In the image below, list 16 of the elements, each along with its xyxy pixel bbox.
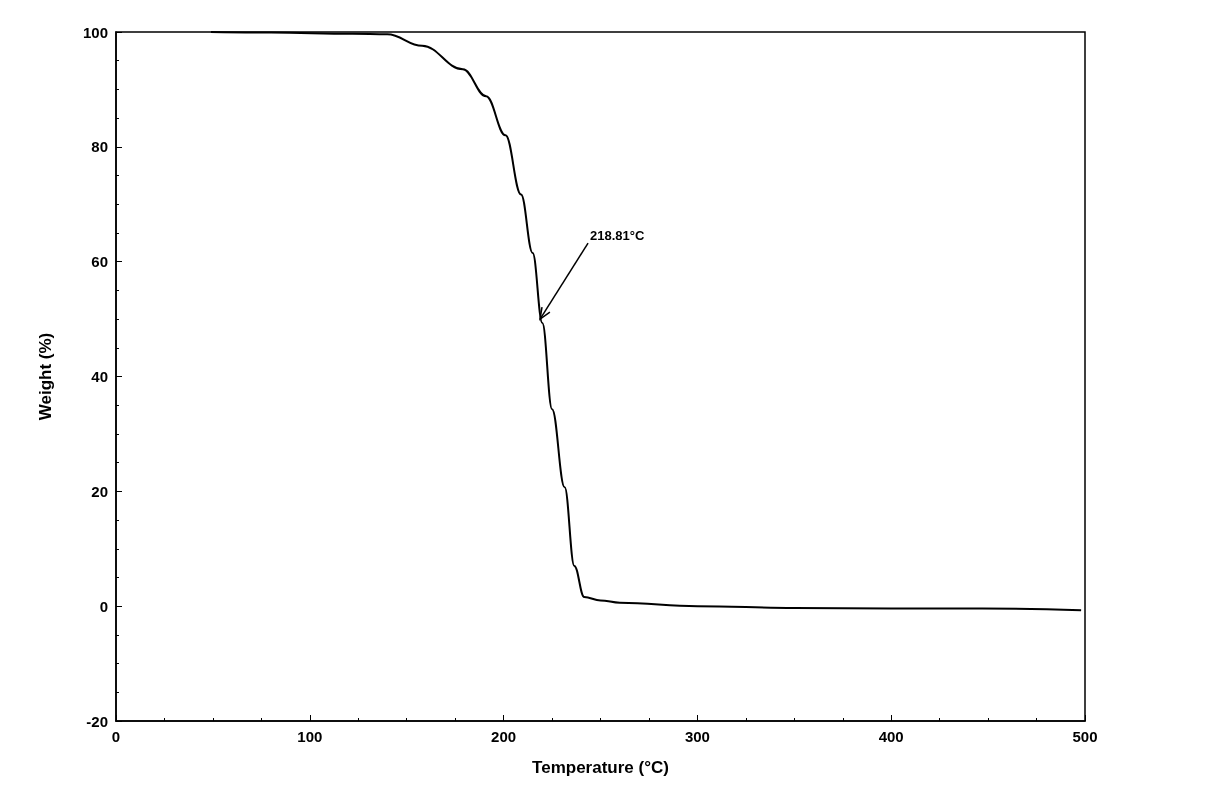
y-tick-label: 0 (99, 597, 108, 615)
x-tick-label: 300 (684, 728, 710, 745)
x-axis-title: Temperature (°C) (532, 758, 669, 777)
y-tick-label: 20 (91, 482, 108, 500)
x-tick-label: 200 (491, 728, 517, 745)
y-tick-label: 60 (91, 253, 108, 271)
y-tick-label: -20 (86, 712, 108, 730)
x-tick-label: 100 (297, 728, 323, 745)
y-axis-title: Weight (%) (36, 332, 55, 421)
annotation: 218.81°C (590, 227, 646, 243)
x-tick-label: 0 (111, 728, 121, 745)
y-tick-label: 80 (91, 138, 108, 156)
x-tick-label: 500 (1072, 728, 1098, 745)
y-tick-label: 100 (82, 23, 108, 41)
x-tick-label: 400 (878, 728, 904, 745)
y-tick-label: 40 (91, 368, 108, 385)
